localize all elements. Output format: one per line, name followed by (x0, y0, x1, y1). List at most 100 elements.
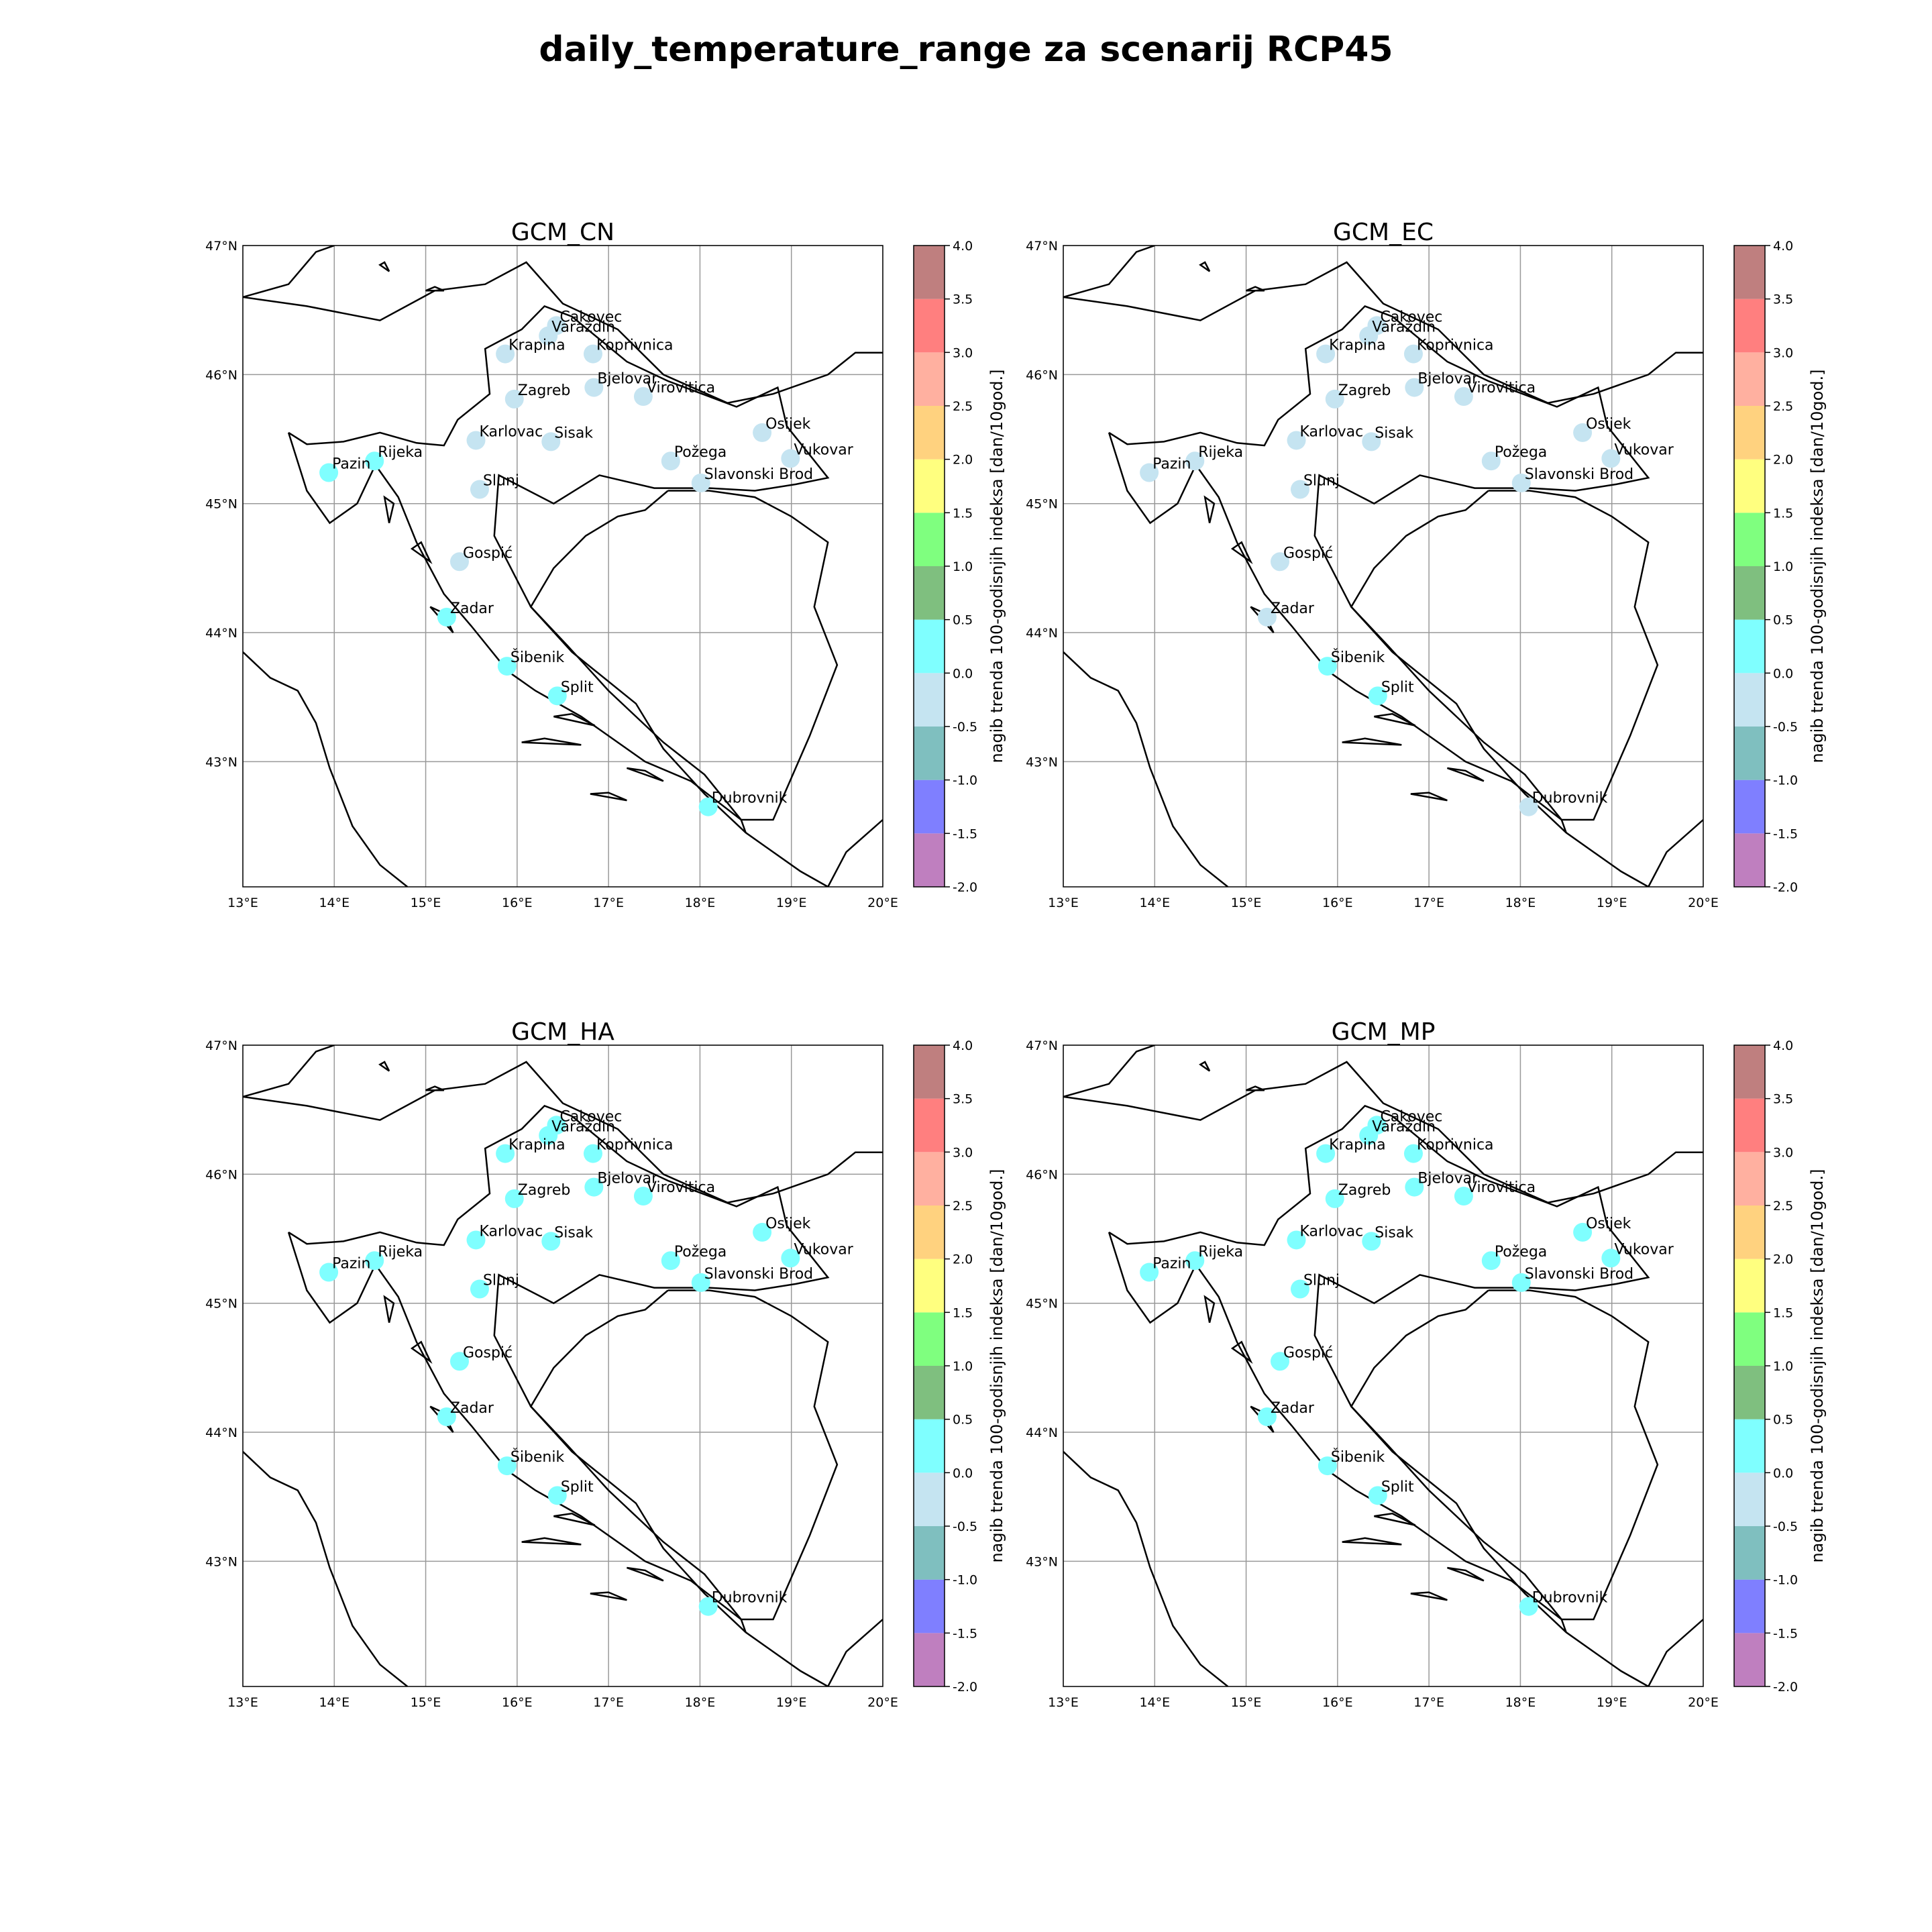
station-marker (466, 431, 486, 450)
border-line (529, 490, 839, 821)
station-marker (1368, 1486, 1387, 1505)
colorbar-bin (1734, 780, 1765, 834)
colorbar-bin (914, 1312, 945, 1366)
station-marker (1318, 1456, 1337, 1476)
border-line (529, 1289, 839, 1621)
station-label: Bjelovar (597, 1171, 658, 1187)
colorbar-tick-label: 3.0 (1773, 1145, 1793, 1160)
station-label: Šibenik (511, 1448, 565, 1466)
colorbar-bin (914, 352, 945, 406)
colorbar-tick-label: 1.0 (953, 1359, 973, 1374)
border-line (1063, 1061, 1703, 1204)
station-marker (698, 1597, 718, 1616)
colorbar-tick-label: -1.0 (953, 773, 977, 788)
lon-tick-label: 14°E (1139, 896, 1170, 910)
colorbar-tick-label: 1.0 (1773, 1359, 1793, 1374)
station-marker (437, 607, 456, 627)
colorbar-tick-label: 1.5 (1773, 1305, 1793, 1320)
lon-tick-label: 17°E (1413, 896, 1444, 910)
lon-tick-label: 18°E (685, 1695, 716, 1710)
station-label: Požega (1495, 1244, 1547, 1260)
station-label: Zagreb (518, 1182, 571, 1199)
station-marker (470, 1279, 489, 1299)
colorbar-tick-label: 2.0 (1773, 1252, 1793, 1267)
station-marker (1368, 686, 1387, 706)
panel-title: GCM_CN (511, 219, 614, 246)
colorbar-tick-label: 3.5 (953, 292, 973, 307)
colorbar-tick-label: -2.0 (953, 880, 977, 895)
colorbar-tick-label: -1.5 (1773, 1626, 1798, 1641)
station-marker (496, 1144, 515, 1163)
colorbar-tick-label: 3.5 (1773, 292, 1793, 307)
map-frame (1063, 245, 1704, 888)
station-marker (1362, 432, 1381, 451)
station-marker (1481, 451, 1501, 471)
colorbar-bin (1734, 1098, 1765, 1152)
station-marker (1318, 657, 1337, 676)
colorbar-tick-label: 2.5 (1773, 1199, 1793, 1214)
island-outline (378, 261, 390, 272)
station-label: Koprivnica (596, 337, 674, 354)
lat-tick-label: 44°N (205, 626, 237, 641)
island-outline (1199, 1061, 1211, 1072)
station-marker (1405, 378, 1424, 397)
station-label: Osijek (765, 1216, 811, 1232)
lon-tick-label: 19°E (1597, 1695, 1627, 1710)
page-title: daily_temperature_range za scenarij RCP4… (539, 30, 1393, 70)
colorbar-bin (1734, 1366, 1765, 1419)
colorbar-tick-label: 0.5 (1773, 613, 1793, 628)
colorbar-tick-label: -2.0 (1773, 880, 1798, 895)
station-marker (547, 686, 567, 706)
station-marker (584, 1177, 604, 1197)
station-label: Karlovac (480, 1223, 543, 1240)
station-label: Sisak (1375, 1224, 1413, 1241)
colorbar-bin (1734, 619, 1765, 674)
station-label: Slunj (483, 473, 519, 490)
station-marker (1316, 1144, 1336, 1163)
colorbar-tick-label: 2.0 (953, 453, 973, 468)
colorbar-bin (1734, 1419, 1765, 1473)
station-label: Šibenik (511, 649, 565, 666)
station-marker (1519, 797, 1538, 816)
lon-tick-label: 15°E (411, 896, 441, 910)
colorbar-tick-label: 3.5 (953, 1092, 973, 1107)
station-marker (504, 1189, 524, 1208)
border-line (243, 651, 409, 887)
colorbar-bin (1734, 1472, 1765, 1526)
station-label: Virovitica (647, 1179, 715, 1196)
station-label: Varaždin (1372, 1119, 1436, 1136)
border-line (1565, 819, 1703, 887)
station-label: Vukovar (794, 1241, 853, 1258)
border-line (243, 1045, 335, 1098)
station-marker (1454, 1187, 1473, 1206)
colorbar-bin (914, 619, 945, 674)
colorbar-tick-label: 2.5 (953, 399, 973, 414)
station-label: Karlovac (1300, 1223, 1364, 1240)
island-outline (383, 1295, 395, 1323)
station-label: Bjelovar (1417, 1171, 1479, 1187)
island-outline (626, 767, 664, 782)
colorbar-tick-label: -1.0 (1773, 773, 1798, 788)
island-outline (425, 286, 445, 292)
station-marker (1519, 1597, 1538, 1616)
border-line (243, 1450, 409, 1686)
station-label: Zadar (450, 600, 494, 617)
island-outline (1410, 1591, 1448, 1601)
colorbar-tick-label: 1.5 (953, 1305, 973, 1320)
station-marker (583, 1144, 602, 1163)
colorbar-bin (1734, 1258, 1765, 1313)
station-marker (1359, 1126, 1379, 1145)
colorbar-bin (914, 1366, 945, 1419)
station-label: Cakovec (559, 1108, 622, 1125)
lon-tick-label: 16°E (502, 896, 533, 910)
border-line (745, 1619, 883, 1686)
island-outline (1230, 1340, 1253, 1364)
station-marker (1573, 423, 1593, 442)
lat-tick-label: 43°N (1026, 755, 1058, 769)
colorbar-bin (1734, 352, 1765, 406)
station-label: Zadar (1271, 1400, 1315, 1417)
colorbar-tick-label: -1.0 (1773, 1573, 1798, 1588)
colorbar-bin (914, 1472, 945, 1526)
